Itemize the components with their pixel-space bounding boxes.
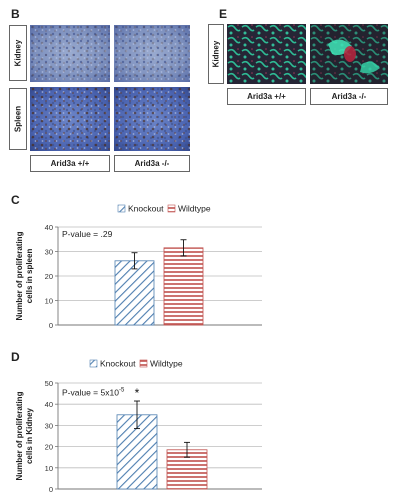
row-label-kidney: Kidney <box>9 25 27 81</box>
legend-swatch-wildtype <box>139 359 148 368</box>
row-label-e-kidney: Kidney <box>208 24 224 84</box>
micrograph-spleen-knockout <box>114 87 190 151</box>
panel-e-label: E <box>219 7 228 21</box>
p-value-annotation: P-value = .29 <box>62 229 113 239</box>
y-axis-label-line2: cells in spleen <box>25 249 34 304</box>
micrograph-kidney-knockout <box>114 25 190 82</box>
panel-c-label: C <box>11 193 20 207</box>
p-value-annotation: P-value = 5x10-5 <box>62 388 125 398</box>
col-label-e-knockout: Arid3a -/- <box>310 88 388 105</box>
panel-b-label: B <box>11 7 20 21</box>
y-tick-label-10: 10 <box>45 464 53 473</box>
bar-knockout <box>114 260 155 326</box>
legend-swatch-knockout <box>89 359 98 368</box>
fluorescence-kidney-knockout <box>310 24 388 84</box>
legend-swatch-knockout <box>117 204 126 213</box>
y-tick-label-40: 40 <box>45 223 53 232</box>
col-label-b-knockout: Arid3a -/- <box>114 155 190 172</box>
y-axis-label: Number of proliferating cells in Kidney <box>15 391 34 480</box>
y-tick-label-0: 0 <box>49 485 53 494</box>
y-axis-label-line2: cells in Kidney <box>25 407 34 464</box>
y-tick-label-20: 20 <box>45 443 53 452</box>
legend-label-knockout: Knockout <box>100 359 136 369</box>
panel-d-label: D <box>11 350 20 364</box>
row-label-e-kidney-text: Kidney <box>211 40 221 68</box>
y-axis-label-line1: Number of proliferating <box>15 231 24 320</box>
legend-label-wildtype: Wildtype <box>178 204 211 214</box>
y-tick-label-30: 30 <box>45 421 53 430</box>
y-tick-label-30: 30 <box>45 248 53 257</box>
y-tick-label-50: 50 <box>45 379 53 388</box>
fluorescence-kidney-wildtype <box>227 24 306 84</box>
legend-label-knockout: Knockout <box>128 204 164 214</box>
col-label-e-wildtype: Arid3a +/+ <box>227 88 306 105</box>
y-tick-label-40: 40 <box>45 400 53 409</box>
row-label-kidney-text: Kidney <box>13 39 23 67</box>
micrograph-spleen-wildtype <box>30 87 110 151</box>
y-axis-label: Number of proliferating cells in spleen <box>15 231 34 320</box>
chart-d-kidney-proliferation: Knockout Wildtype 0 10 20 30 40 50 * P-value = 5x… <box>15 359 262 494</box>
y-axis-label-line1: Number of proliferating <box>15 391 24 480</box>
significance-marker: * <box>135 386 140 400</box>
y-tick-label-10: 10 <box>45 297 53 306</box>
y-tick-label-20: 20 <box>45 272 53 281</box>
row-label-spleen: Spleen <box>9 88 27 150</box>
chart-c-spleen-proliferation: Knockout Wildtype 0 10 20 30 40 P-value = .29 Nu… <box>15 204 262 330</box>
legend-label-wildtype: Wildtype <box>150 359 183 369</box>
legend-swatch-wildtype <box>167 204 176 213</box>
bar-wildtype <box>163 247 204 326</box>
micrograph-kidney-wildtype <box>30 25 110 82</box>
p-value-exponent: -5 <box>119 388 125 394</box>
y-tick-label-0: 0 <box>49 321 53 330</box>
row-label-spleen-text: Spleen <box>13 105 23 133</box>
col-label-b-wildtype: Arid3a +/+ <box>30 155 110 172</box>
